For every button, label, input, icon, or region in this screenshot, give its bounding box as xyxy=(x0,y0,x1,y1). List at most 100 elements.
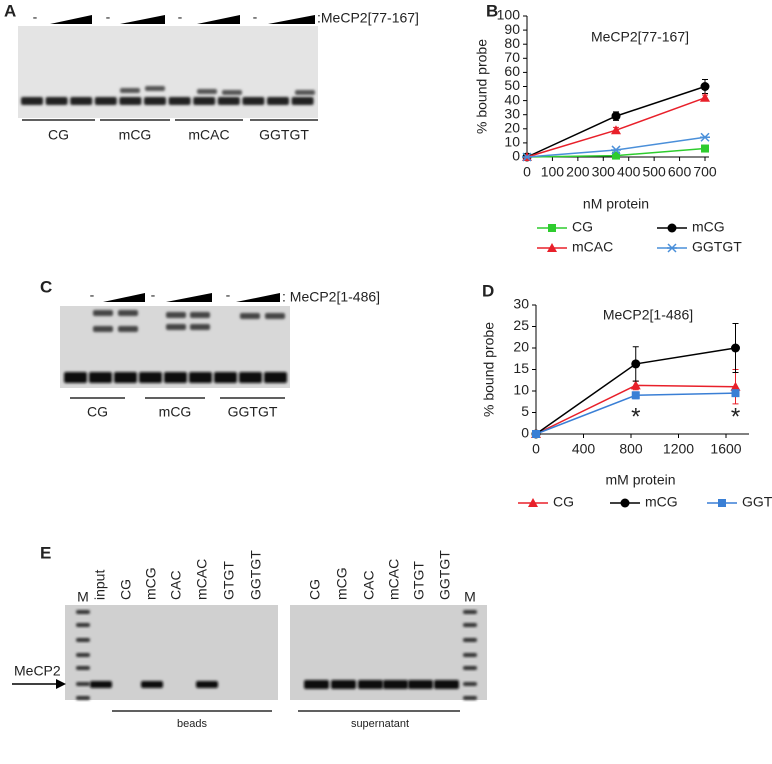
marker xyxy=(731,343,740,353)
marker xyxy=(700,132,710,142)
lane-label: M xyxy=(77,589,89,605)
gel-band xyxy=(463,623,477,627)
y-tick-label: 0 xyxy=(521,425,529,441)
marker xyxy=(547,243,557,252)
x-tick-label: 300 xyxy=(592,164,616,180)
gel-band xyxy=(189,372,212,383)
gel-band xyxy=(89,372,112,383)
gel-band xyxy=(119,97,142,105)
marker xyxy=(631,359,641,369)
legend-label: CG xyxy=(572,219,593,235)
y-tick-label: 30 xyxy=(513,296,529,312)
gel-band xyxy=(118,326,138,332)
marker-arrowhead xyxy=(56,679,66,689)
marker xyxy=(631,391,640,400)
x-tick-label: 400 xyxy=(572,441,596,457)
titration-wedge xyxy=(197,15,240,24)
gel-band xyxy=(265,313,285,319)
dash: - xyxy=(90,287,95,303)
gel-band xyxy=(239,372,262,383)
dash: - xyxy=(178,9,183,25)
gel-band xyxy=(190,324,210,330)
panel-label: A xyxy=(4,1,16,20)
gel-band xyxy=(164,372,187,383)
group-label: CG xyxy=(87,404,108,420)
gel-band xyxy=(463,682,477,686)
lane-label: CG xyxy=(118,579,134,600)
marker xyxy=(611,111,621,121)
lane-label: CAC xyxy=(168,570,184,600)
y-tick-label: 100 xyxy=(497,7,521,23)
gel-band xyxy=(76,666,90,670)
dash: - xyxy=(106,9,111,25)
gel-band xyxy=(463,653,477,657)
gel-band xyxy=(93,310,113,316)
group-label: mCG xyxy=(119,127,152,143)
legend-label: GGTGT xyxy=(692,239,742,255)
marker xyxy=(718,499,726,507)
lane-label: mCG xyxy=(334,567,350,600)
marker xyxy=(630,380,641,390)
gel-band xyxy=(331,680,356,689)
legend-label: mCG xyxy=(645,494,678,510)
marker xyxy=(620,498,630,508)
gel-band xyxy=(168,97,191,105)
x-tick-label: 800 xyxy=(619,441,643,457)
y-tick-label: 60 xyxy=(504,63,520,79)
y-tick-label: 30 xyxy=(504,105,520,121)
protein-label: : MeCP2[1-486] xyxy=(282,289,380,305)
x-axis-label: mM protein xyxy=(605,472,675,488)
gel-band xyxy=(64,372,87,383)
titration-wedge xyxy=(120,15,165,24)
annotation: * xyxy=(631,403,640,430)
gel-band xyxy=(196,681,218,688)
gel-band xyxy=(76,682,90,686)
y-tick-label: 25 xyxy=(513,317,529,333)
x-tick-label: 100 xyxy=(541,164,565,180)
gel-band xyxy=(166,324,186,330)
x-tick-label: 400 xyxy=(617,164,641,180)
legend-label: CG xyxy=(553,494,574,510)
gel-band xyxy=(463,638,477,642)
y-tick-label: 40 xyxy=(504,91,520,107)
marker xyxy=(528,498,538,507)
gel-band xyxy=(408,680,433,689)
gel-band xyxy=(214,372,237,383)
x-tick-label: 700 xyxy=(693,164,717,180)
panel-label: B xyxy=(486,1,498,20)
gel-band xyxy=(304,680,329,689)
titration-wedge xyxy=(268,15,315,24)
marker xyxy=(522,152,532,162)
marker xyxy=(700,92,710,102)
gel-band xyxy=(295,90,315,95)
x-tick-label: 200 xyxy=(566,164,590,180)
group-label: GGTGT xyxy=(259,127,309,143)
titration-wedge xyxy=(50,15,92,24)
marker xyxy=(701,144,709,153)
gel-band xyxy=(434,680,459,689)
gel-band xyxy=(93,326,113,332)
gel-band xyxy=(240,313,260,319)
gel-band xyxy=(190,312,210,318)
titration-wedge xyxy=(236,293,280,302)
group-label: mCAC xyxy=(188,127,229,143)
y-tick-label: 10 xyxy=(504,134,520,150)
lane-label: M xyxy=(464,589,476,605)
legend-label: mCG xyxy=(692,219,725,235)
y-tick-label: 0 xyxy=(512,148,520,164)
lane-label: CAC xyxy=(361,570,377,600)
y-tick-label: 50 xyxy=(504,77,520,93)
marker xyxy=(611,145,621,155)
legend-label: GGTGT xyxy=(742,494,772,510)
dash: - xyxy=(151,287,156,303)
marker xyxy=(667,223,677,233)
gel-band xyxy=(463,610,477,614)
group-label: CG xyxy=(48,127,69,143)
marker xyxy=(700,82,710,91)
gel-band xyxy=(463,696,477,700)
x-tick-label: 0 xyxy=(532,441,540,457)
gel-band xyxy=(120,88,140,93)
marker xyxy=(612,151,620,160)
gel-band xyxy=(118,310,138,316)
